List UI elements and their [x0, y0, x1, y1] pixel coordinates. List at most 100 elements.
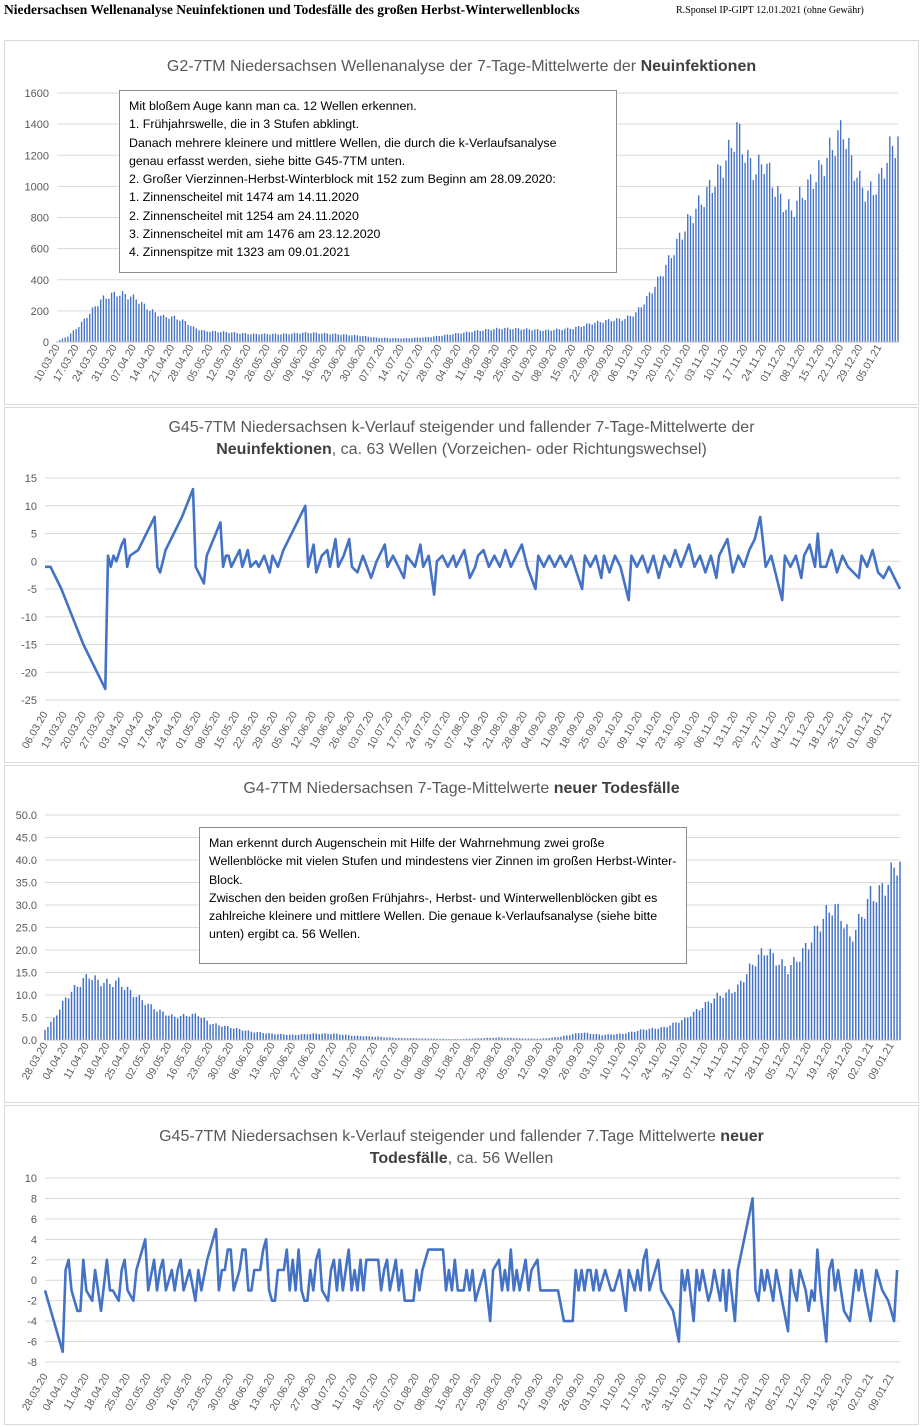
bar: [291, 333, 293, 342]
bar: [146, 309, 148, 342]
bar: [710, 1003, 713, 1040]
bar: [601, 1035, 603, 1040]
bar: [870, 181, 872, 342]
bar: [168, 318, 170, 342]
y-tick-label: -25: [21, 695, 37, 707]
bar: [327, 1033, 329, 1040]
bar: [258, 334, 260, 342]
bar: [580, 1032, 583, 1040]
bar: [766, 955, 769, 1040]
bar: [666, 1027, 668, 1040]
bar: [126, 986, 129, 1040]
bar: [200, 1017, 202, 1040]
bar: [239, 333, 241, 342]
bar: [857, 914, 860, 1040]
bar: [88, 978, 90, 1040]
bar: [738, 123, 741, 343]
bar: [646, 296, 648, 342]
bar: [69, 333, 72, 342]
chart-title-text: G4-7TM Niedersachsen 7-Tage-Mittelwerte: [243, 780, 554, 797]
bar: [651, 293, 653, 342]
bar: [80, 321, 83, 342]
bar: [460, 333, 462, 342]
bar: [59, 340, 61, 342]
bar: [846, 924, 848, 1040]
bar: [551, 1037, 553, 1040]
bar: [855, 929, 857, 1040]
bar: [156, 1011, 158, 1040]
bar: [339, 1034, 341, 1040]
bar: [127, 299, 129, 342]
bar: [642, 1029, 645, 1040]
bar: [224, 1025, 226, 1040]
bar: [591, 324, 593, 342]
bar: [545, 1038, 547, 1040]
bar: [386, 1037, 388, 1040]
bar: [457, 333, 460, 342]
bar: [280, 334, 282, 342]
bar: [774, 196, 776, 342]
bar: [230, 1028, 232, 1040]
bar: [168, 1015, 170, 1040]
bar: [533, 1038, 536, 1040]
bar: [648, 292, 651, 342]
bar: [367, 336, 369, 342]
bar: [309, 1034, 312, 1040]
bar: [427, 337, 430, 342]
note-line: 2. Zinnenscheitel mit 1254 am 24.11.2020: [129, 208, 359, 223]
chart-title: G45-7TM Niedersachsen k-Verlauf steigend…: [5, 417, 918, 461]
bar: [153, 1009, 155, 1040]
bar: [297, 1034, 300, 1040]
bar: [119, 295, 121, 342]
bar: [386, 337, 389, 342]
bar: [728, 989, 730, 1040]
chart-title-line2: , ca. 56 Wellen: [447, 1150, 554, 1167]
bar: [580, 327, 582, 342]
bar: [799, 961, 801, 1040]
bar: [342, 1034, 344, 1040]
bar: [159, 1009, 161, 1040]
bar: [403, 1038, 406, 1040]
bar: [758, 154, 760, 342]
bar: [103, 983, 105, 1040]
y-tick-label: 8: [31, 1193, 37, 1205]
bar: [82, 978, 85, 1040]
page-title: Niedersachsen Wellenanalyse Neuinfektion…: [4, 2, 580, 17]
bar: [359, 1036, 362, 1040]
bar: [300, 1034, 303, 1040]
bar: [594, 322, 596, 342]
chart-title-bold: Neuinfektionen: [640, 58, 757, 75]
bar: [330, 1034, 332, 1040]
bar: [236, 333, 238, 342]
bar: [894, 158, 896, 342]
bar: [521, 1038, 524, 1040]
bar: [144, 1005, 146, 1040]
bar: [442, 1038, 444, 1040]
bar: [717, 164, 719, 342]
bar: [527, 1038, 530, 1040]
bar: [899, 861, 901, 1040]
bar: [741, 154, 744, 342]
bar: [772, 953, 774, 1040]
bar: [252, 333, 255, 342]
bar: [303, 1033, 306, 1040]
y-tick-label: 5: [31, 529, 37, 541]
note-line: 1. Frühjahrswelle, die in 3 Stufen abkli…: [129, 117, 360, 132]
bar: [692, 223, 694, 342]
y-tick-label: 15: [25, 473, 37, 485]
y-tick-label: 200: [31, 306, 49, 318]
bar: [860, 916, 863, 1040]
bar: [94, 306, 96, 342]
bar: [265, 1033, 267, 1040]
bar: [436, 1038, 438, 1040]
bar: [424, 1038, 427, 1040]
bar: [381, 337, 383, 342]
bar: [261, 334, 263, 342]
bar: [749, 158, 752, 342]
bar: [110, 292, 113, 342]
bar: [179, 320, 181, 342]
bar: [781, 959, 783, 1040]
bar: [534, 329, 536, 342]
bar: [206, 331, 208, 342]
bar: [577, 325, 580, 342]
